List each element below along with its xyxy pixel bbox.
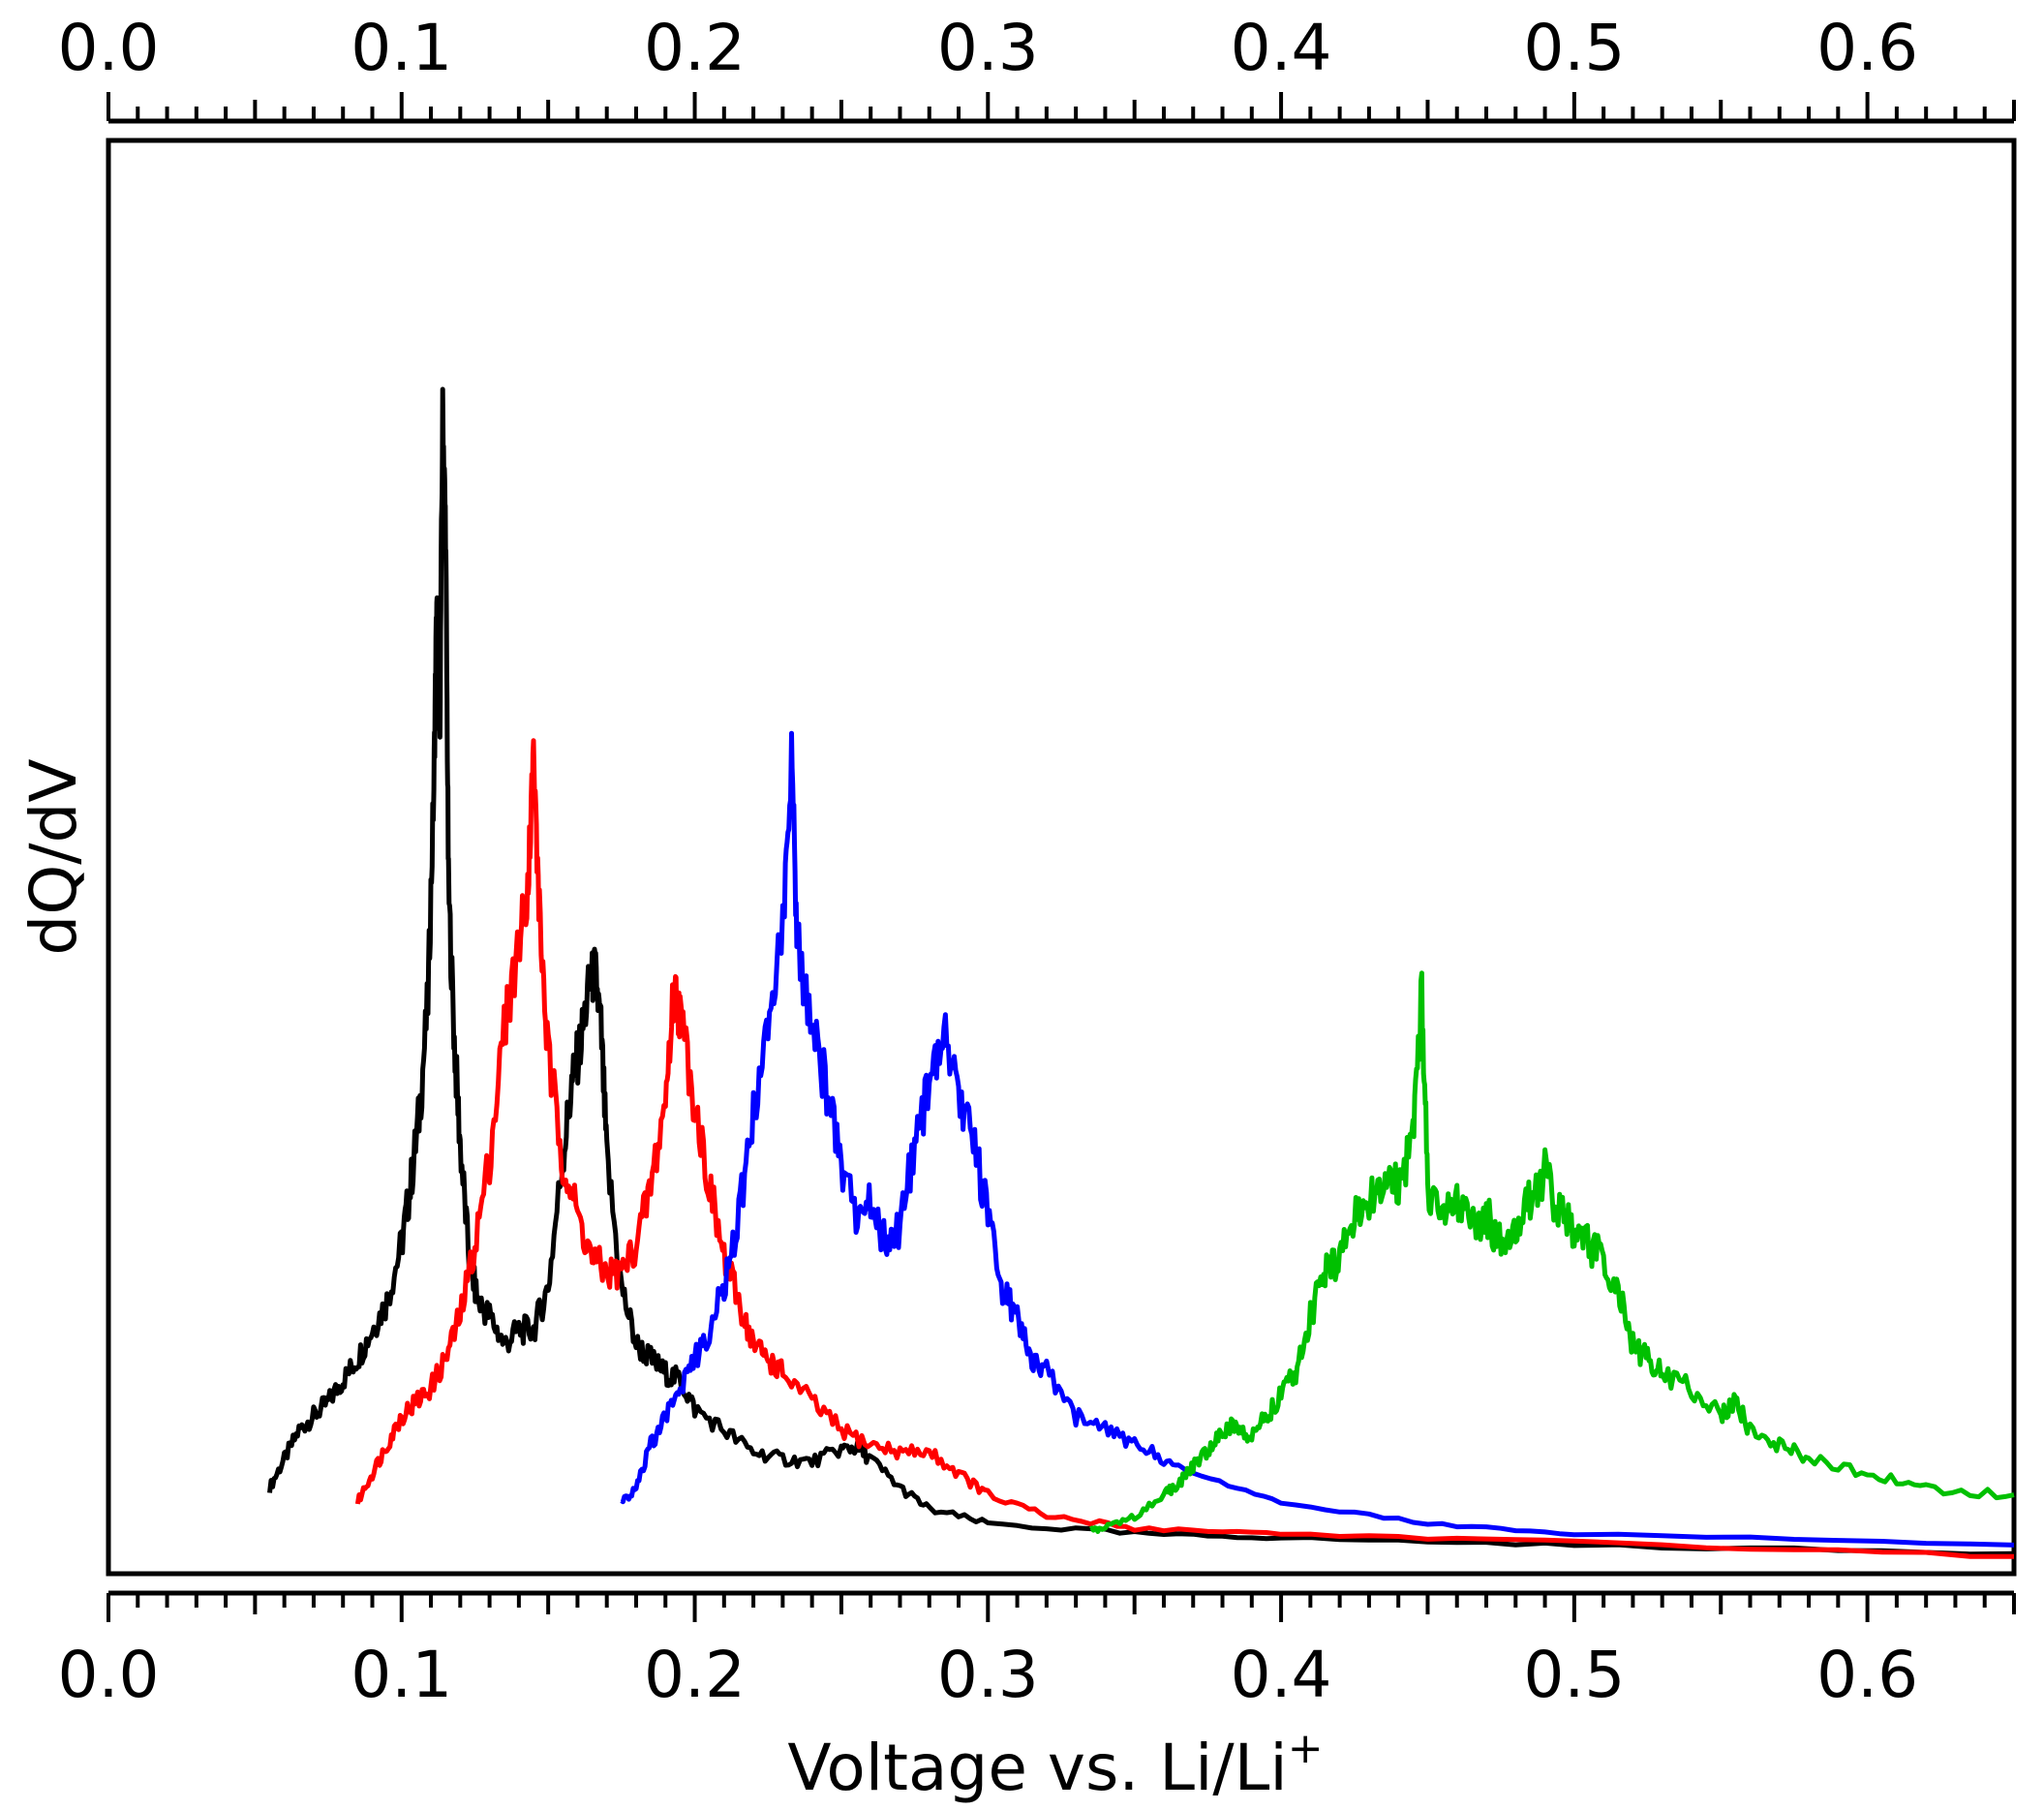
series-line-2 [354,738,2014,1559]
top-tick-label: 0.2 [644,11,746,85]
series-line-3 [620,730,2015,1548]
top-tick-label: 0.1 [351,11,452,85]
series-line-1 [267,386,2015,1557]
series-line-4 [1088,970,2015,1534]
bottom-tick-label: 0.5 [1523,1638,1625,1712]
bottom-tick-label: 0.2 [644,1638,746,1712]
x-axis-title-main: Voltage vs. Li/Li [787,1731,1287,1805]
top-tick-label: 0.5 [1523,11,1625,85]
top-tick-label: 0.3 [937,11,1039,85]
y-axis-title: dQ/dV [16,758,91,955]
bottom-tick-label: 0.6 [1816,1638,1918,1712]
plot-frame [106,138,2017,1577]
bottom-x-axis: 0.0 0.1 0.2 0.3 0.4 0.5 0.6 [58,1590,2016,1712]
top-tick-label: 0.4 [1231,11,1332,85]
series-layer [267,386,2015,1559]
bottom-tick-label: 0.0 [58,1638,160,1712]
x-axis-title-superscript: + [1288,1724,1324,1773]
bottom-tick-label: 0.4 [1231,1638,1332,1712]
top-x-axis: 0.0 0.1 0.2 0.3 0.4 0.5 0.6 [58,11,2016,124]
bottom-tick-label: 0.3 [937,1638,1039,1712]
top-tick-label: 0.6 [1816,11,1918,85]
bottom-tick-label: 0.1 [351,1638,452,1712]
x-axis-title: Voltage vs. Li/Li+ [787,1724,1323,1805]
top-tick-label: 0.0 [58,11,160,85]
